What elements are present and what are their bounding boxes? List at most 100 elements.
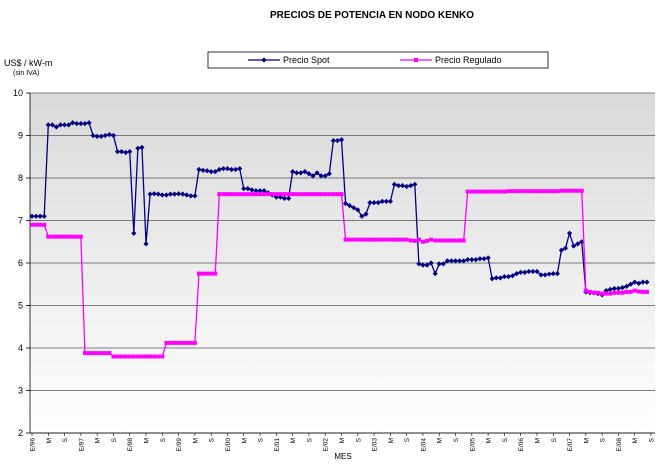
x-tick-label: S [600, 437, 607, 442]
data-point [342, 200, 349, 207]
data-point [135, 354, 140, 359]
data-point [327, 192, 332, 197]
x-tick-label: M [290, 438, 297, 443]
x-tick-label: S [502, 437, 509, 442]
data-point [66, 122, 72, 128]
data-point [41, 213, 47, 219]
data-point [628, 281, 634, 287]
data-point [253, 188, 259, 194]
data-point [159, 192, 165, 198]
data-point [49, 122, 55, 128]
data-point [506, 189, 511, 194]
data-point [216, 166, 222, 173]
data-point [436, 261, 442, 267]
data-point [70, 234, 75, 239]
data-point [110, 132, 117, 139]
data-point [298, 170, 304, 176]
data-point [111, 354, 116, 359]
data-point [245, 186, 251, 192]
x-tick-label: M [437, 438, 444, 443]
data-point [306, 171, 312, 177]
data-point [542, 272, 548, 278]
data-point [583, 288, 588, 293]
data-point [408, 238, 413, 243]
data-point [50, 234, 55, 239]
y-tick-label: 8 [18, 173, 23, 183]
data-point [388, 237, 393, 242]
data-point [115, 354, 120, 359]
data-point [54, 234, 59, 239]
y-tick-label: 6 [18, 258, 23, 268]
data-point [566, 230, 573, 236]
data-point [258, 192, 263, 197]
data-point [379, 198, 385, 204]
data-point [452, 258, 459, 264]
data-point [241, 186, 247, 192]
data-point [61, 122, 68, 128]
x-tick-label: E/08 [616, 438, 623, 452]
data-point [30, 222, 34, 227]
data-point [600, 291, 605, 296]
data-point [473, 257, 479, 263]
data-point [408, 183, 414, 189]
data-point [78, 234, 83, 239]
data-point [546, 271, 552, 277]
data-point [619, 285, 626, 291]
x-tick-label: M [583, 438, 590, 443]
legend-label: Precio Regulado [435, 55, 502, 65]
data-point [510, 189, 515, 194]
data-point [498, 189, 503, 194]
data-point [156, 354, 161, 359]
y-tick-label: 4 [18, 343, 23, 353]
data-point [607, 286, 613, 292]
data-point [29, 213, 35, 219]
data-point [42, 222, 47, 227]
data-point [368, 237, 373, 242]
x-tick-label: M [95, 438, 102, 443]
data-point [37, 213, 43, 219]
data-point [632, 279, 638, 285]
data-point [228, 166, 235, 173]
data-point [461, 258, 467, 264]
legend-label: Precio Spot [283, 55, 330, 65]
data-point [412, 238, 417, 243]
data-point [176, 191, 182, 197]
x-tick-label: M [192, 438, 199, 443]
data-point [188, 340, 193, 345]
data-point [416, 237, 421, 242]
data-point [359, 213, 365, 219]
data-point [538, 272, 544, 278]
data-point [420, 239, 425, 244]
data-point [212, 169, 218, 175]
data-point [201, 271, 206, 276]
x-tick-label: S [62, 437, 69, 442]
data-point [164, 340, 169, 345]
data-point [144, 354, 149, 359]
data-point [114, 149, 121, 155]
data-point [522, 269, 528, 275]
data-point [318, 173, 324, 179]
data-point [330, 138, 336, 144]
data-point [245, 192, 250, 197]
x-tick-label: M [144, 438, 151, 443]
data-point [302, 169, 308, 175]
data-point [440, 261, 446, 267]
x-tick-label: M [339, 438, 346, 443]
data-point [490, 189, 495, 194]
data-point [502, 189, 507, 194]
data-point [151, 191, 157, 197]
data-point [323, 192, 328, 197]
data-point [400, 237, 405, 242]
data-point [432, 271, 438, 277]
data-point [148, 354, 153, 359]
x-axis-label: MES [334, 452, 351, 461]
data-point [225, 192, 230, 197]
data-point [456, 258, 463, 264]
y-tick-label: 9 [18, 131, 23, 141]
x-tick-label: M [534, 438, 541, 443]
data-point [514, 271, 520, 277]
data-point [404, 183, 410, 190]
data-point [106, 132, 112, 138]
data-point [62, 234, 67, 239]
data-point [433, 238, 438, 243]
